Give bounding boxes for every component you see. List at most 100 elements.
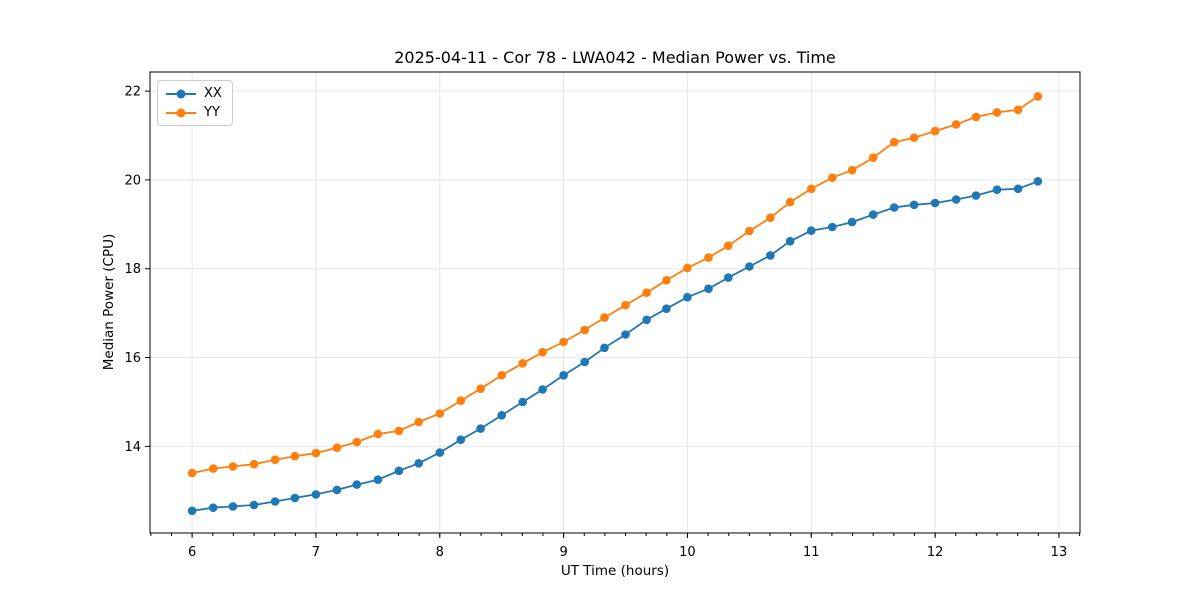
legend-label: YY [204,105,220,120]
data-point-marker [785,236,795,246]
data-point-marker [373,475,383,485]
data-point-marker [889,203,899,212]
data-point-marker [1013,105,1023,115]
data-point-marker [600,313,609,322]
data-point-marker [518,359,527,368]
data-point-marker [704,253,713,262]
data-point-marker [642,315,651,325]
y-tick-label: 18 [124,262,141,277]
data-point-marker [745,262,754,271]
x-tick-label: 12 [927,545,944,560]
y-tick-label: 22 [124,85,141,100]
data-point-marker [332,443,342,453]
data-point-marker [270,497,280,506]
data-point-marker [187,506,197,516]
data-point-marker [580,357,589,367]
data-point-marker [621,330,630,339]
data-point-marker [435,409,445,418]
data-point-marker [807,184,816,194]
data-point-marker [930,198,940,208]
data-point-marker [992,108,1002,117]
series-line [191,180,1039,512]
data-point-marker [828,173,837,182]
data-point-marker [208,464,218,473]
data-point-marker [951,120,961,129]
data-point-marker [683,263,692,273]
data-point-marker [683,292,692,302]
data-point-marker [766,213,775,222]
chart-title: 2025-04-11 - Cor 78 - LWA042 - Median Po… [394,48,836,67]
x-tick-label: 6 [188,545,196,560]
data-point-marker [1033,92,1043,101]
x-tick-label: 7 [312,545,320,560]
tick-labels: 6 7 8 9 10 11 12 13 14 16 18 20 22 [124,85,1067,560]
x-tick-label: 9 [559,545,567,560]
data-point-marker [394,466,404,476]
data-point-marker [909,200,919,210]
data-point-marker [435,448,445,457]
data-point-marker [971,191,981,200]
axes-spines [149,71,1081,534]
data-point-marker [270,455,280,465]
data-point-marker [1013,184,1023,194]
data-point-marker [785,197,795,207]
grid [150,72,1080,533]
series-YY [187,92,1043,478]
data-point-marker [909,133,919,142]
data-point-marker [642,288,651,298]
data-point-marker [971,112,981,122]
x-tick-label: 10 [679,545,696,560]
legend-label: XX [204,86,222,101]
data-point-marker [766,251,775,260]
data-point-marker [1033,177,1043,186]
y-tick-label: 14 [124,440,141,455]
data-point-marker [704,284,713,294]
data-point-marker [476,384,485,394]
x-tick-label: 8 [436,545,444,560]
x-tick-label: 13 [1051,545,1068,560]
legend-swatch [166,89,196,99]
data-point-marker [249,500,259,510]
data-point-marker [930,126,940,136]
data-point-marker [456,396,466,406]
data-point-marker [208,503,218,512]
legend-swatch [166,108,196,118]
data-point-marker [889,137,899,147]
data-point-marker [868,153,878,162]
data-point-marker [311,490,321,499]
data-point-marker [187,468,197,478]
data-point-marker [745,226,754,236]
data-point-marker [538,347,547,357]
data-point-marker [518,397,527,407]
ticks [145,90,1081,538]
data-point-marker [992,185,1002,194]
series-line [191,95,1039,474]
y-tick-label: 16 [124,351,141,366]
data-point-marker [724,273,733,282]
data-point-marker [951,195,961,204]
data-point-marker [311,448,321,458]
y-tick-label: 20 [124,173,141,188]
data-point-marker [807,226,816,235]
legend: XX YY [157,80,233,126]
data-point-marker [559,371,568,380]
data-point-marker [497,371,507,380]
data-point-marker [868,210,878,219]
data-point-marker [828,222,837,232]
data-point-marker [662,276,671,285]
legend-item-YY: YY [166,105,222,120]
data-point-marker [476,424,485,433]
data-point-marker [456,435,466,445]
data-point-marker [394,426,404,436]
data-point-marker [373,429,383,439]
x-axis-label: UT Time (hours) [560,563,670,579]
series-XX [187,177,1043,516]
data-point-marker [352,437,362,447]
data-point-marker [332,485,342,495]
data-point-marker [228,462,238,471]
data-point-marker [538,385,547,394]
data-point-marker [559,337,568,347]
data-point-marker [621,300,630,310]
